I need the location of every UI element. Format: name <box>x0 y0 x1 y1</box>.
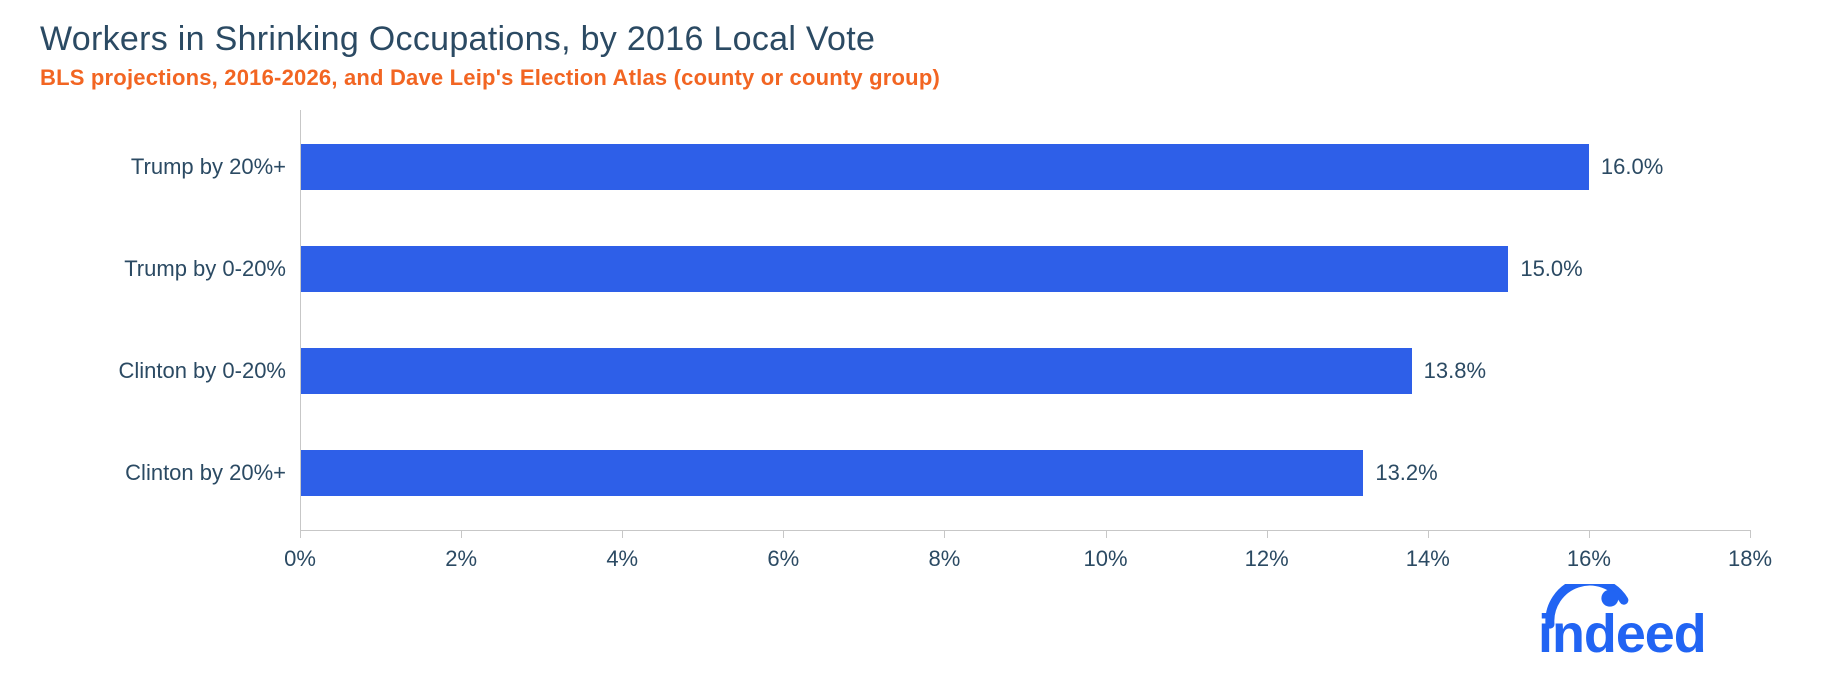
bar <box>301 450 1363 496</box>
x-tick <box>1589 530 1590 538</box>
x-tick-label: 0% <box>284 546 316 572</box>
svg-text:indeed: indeed <box>1538 604 1706 662</box>
x-tick-label: 12% <box>1245 546 1289 572</box>
bar <box>301 348 1412 394</box>
x-tick-label: 16% <box>1567 546 1611 572</box>
x-tick <box>783 530 784 538</box>
bar-value-label: 13.8% <box>1412 358 1486 384</box>
bar-value-label: 16.0% <box>1589 154 1663 180</box>
chart-area: 0%2%4%6%8%10%12%14%16%18%Trump by 20%+16… <box>300 110 1750 530</box>
bar-value-label: 15.0% <box>1508 256 1582 282</box>
x-tick-label: 10% <box>1084 546 1128 572</box>
x-tick <box>461 530 462 538</box>
category-label: Trump by 0-20% <box>124 256 300 282</box>
category-label: Clinton by 0-20% <box>118 358 300 384</box>
chart-subtitle: BLS projections, 2016-2026, and Dave Lei… <box>40 65 1786 91</box>
bar <box>301 246 1508 292</box>
x-tick-label: 4% <box>606 546 638 572</box>
category-label: Trump by 20%+ <box>131 154 300 180</box>
plot-region: 0%2%4%6%8%10%12%14%16%18%Trump by 20%+16… <box>300 110 1750 530</box>
category-label: Clinton by 20%+ <box>125 460 300 486</box>
x-tick <box>1106 530 1107 538</box>
indeed-logo: indeed <box>1538 584 1776 662</box>
chart-title: Workers in Shrinking Occupations, by 201… <box>40 20 1786 59</box>
x-tick <box>944 530 945 538</box>
x-tick <box>1750 530 1751 538</box>
bar <box>301 144 1589 190</box>
x-tick <box>1267 530 1268 538</box>
x-tick <box>1428 530 1429 538</box>
page: Workers in Shrinking Occupations, by 201… <box>0 0 1826 680</box>
x-tick-label: 8% <box>929 546 961 572</box>
x-tick <box>300 530 301 538</box>
x-tick <box>622 530 623 538</box>
x-tick-label: 18% <box>1728 546 1772 572</box>
x-tick-label: 6% <box>767 546 799 572</box>
bar-value-label: 13.2% <box>1363 460 1437 486</box>
x-axis-line <box>300 530 1750 531</box>
x-tick-label: 14% <box>1406 546 1450 572</box>
x-tick-label: 2% <box>445 546 477 572</box>
